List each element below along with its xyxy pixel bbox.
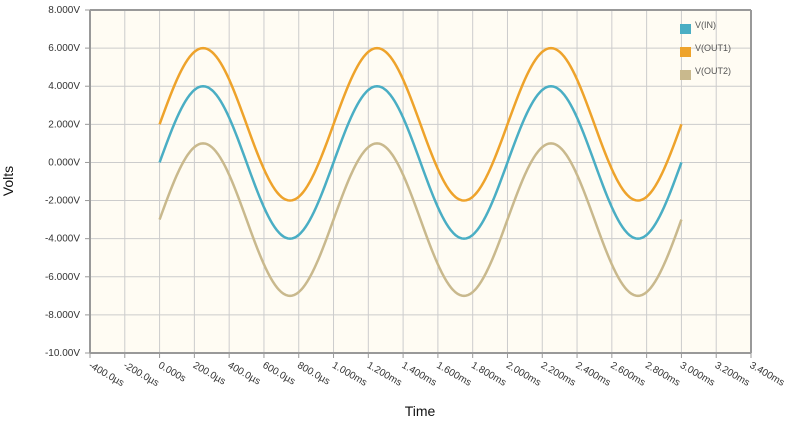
x-tick-label: 1.600ms (434, 360, 473, 389)
legend-swatch (680, 70, 691, 80)
x-tick-label: 3.200ms (713, 360, 752, 389)
y-tick-label: -8.000V (45, 310, 80, 321)
axes (89, 9, 752, 354)
x-tick-label: 400.0µs (226, 360, 263, 387)
y-axis-title: Volts (0, 166, 16, 196)
x-tick-label: 0.000s (156, 360, 188, 385)
x-tick-label: 1.200ms (365, 360, 404, 389)
series-line-vout2 (158, 142, 683, 298)
x-tick-label: 2.000ms (504, 360, 543, 389)
series-line-vin (158, 84, 683, 240)
x-tick-label: -200.0µs (121, 360, 160, 389)
x-tick-label: 2.800ms (643, 360, 682, 389)
y-axis-tick-labels: 8.000V 6.000V 4.000V 2.000V 0.000V -2.000V -4.… (45, 5, 90, 359)
series-line-vout1 (158, 46, 683, 202)
x-tick-label: 800.0µs (295, 360, 332, 387)
y-tick-label: -6.000V (45, 272, 80, 283)
x-tick-label: 3.400ms (748, 360, 787, 389)
y-tick-label: -10.00V (45, 348, 80, 359)
y-tick-label: 2.000V (48, 119, 80, 130)
x-tick-label: 2.400ms (574, 360, 613, 389)
x-tick-label: 1.800ms (469, 360, 508, 389)
x-tick-label: 1.000ms (330, 360, 369, 389)
x-tick-label: 2.200ms (539, 360, 578, 389)
x-axis-title: Time (405, 403, 436, 419)
series-layer (158, 46, 683, 298)
x-tick-label: 1.400ms (400, 360, 439, 389)
y-tick-label: 0.000V (48, 157, 80, 168)
y-tick-label: 4.000V (48, 81, 80, 92)
y-tick-label: 8.000V (48, 5, 80, 16)
x-tick-label: 3.000ms (678, 360, 717, 389)
x-tick-label: 200.0µs (191, 360, 228, 387)
y-tick-label: -2.000V (45, 196, 80, 207)
plot-area (90, 10, 751, 353)
legend-label: V(OUT2) (695, 66, 731, 76)
legend-swatch (680, 47, 691, 57)
x-tick-label: 2.600ms (608, 360, 647, 389)
x-tick-label: 600.0µs (260, 360, 297, 387)
legend-label: V(OUT1) (695, 43, 731, 53)
legend-label: V(IN) (695, 20, 716, 30)
legend-swatch (680, 24, 691, 34)
legend: V(IN) V(OUT1) V(OUT2) (680, 20, 731, 80)
y-tick-label: 6.000V (48, 43, 80, 54)
x-tick-label: -400.0µs (87, 360, 126, 389)
y-tick-label: -4.000V (45, 234, 80, 245)
